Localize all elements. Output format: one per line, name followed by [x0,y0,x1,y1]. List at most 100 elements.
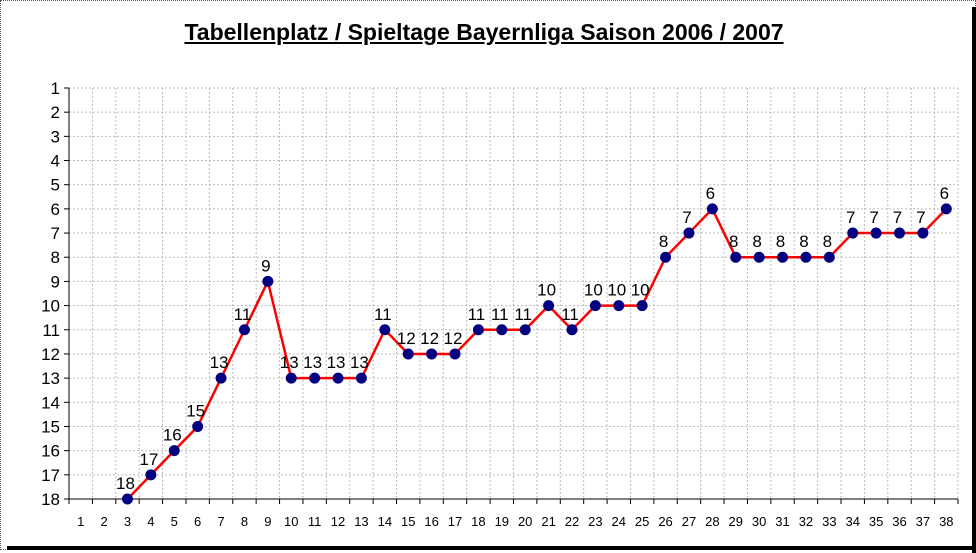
x-tick-label: 1 [77,514,84,529]
data-label: 13 [210,353,229,372]
data-label: 13 [303,353,322,372]
x-tick-label: 37 [916,514,930,529]
y-tick-label: 9 [51,272,60,291]
y-tick-label: 1 [51,79,60,98]
x-tick-label: 6 [194,514,201,529]
data-point [145,469,157,481]
data-point [192,420,204,432]
y-tick-label: 3 [51,127,60,146]
x-tick-label: 2 [100,514,107,529]
x-tick-label: 4 [147,514,154,529]
y-tick-label: 16 [41,442,60,461]
x-tick-label: 35 [869,514,883,529]
data-label: 11 [234,305,252,324]
y-tick-label: 17 [41,466,60,485]
data-point [566,324,578,336]
y-tick-label: 8 [51,248,60,267]
x-tick-label: 11 [308,514,322,529]
x-tick-label: 22 [565,514,579,529]
x-tick-label: 33 [822,514,836,529]
x-tick-label: 10 [284,514,298,529]
data-label: 6 [940,184,949,203]
x-tick-label: 16 [424,514,438,529]
data-label: 8 [752,232,761,251]
data-point [402,348,414,360]
data-label: 6 [706,184,715,203]
x-tick-label: 18 [471,514,485,529]
data-point [519,324,531,336]
x-tick-label: 13 [354,514,368,529]
data-point [870,227,882,239]
x-tick-label: 23 [588,514,602,529]
data-label: 12 [444,329,463,348]
x-tick-label: 32 [799,514,813,529]
data-label: 11 [491,305,509,324]
data-label: 8 [799,232,808,251]
x-tick-label: 19 [495,514,509,529]
data-point [309,372,321,384]
data-point [215,372,227,384]
data-point [121,493,133,505]
x-tick-label: 26 [658,514,672,529]
data-point [753,251,765,263]
data-point [683,227,695,239]
data-label: 17 [139,450,158,469]
x-tick-label: 7 [217,514,224,529]
x-tick-label: 25 [635,514,649,529]
data-point [613,300,625,312]
x-tick-label: 29 [729,514,743,529]
data-point [168,445,180,457]
data-point [543,300,555,312]
data-label: 16 [163,426,182,445]
data-point [894,227,906,239]
data-label: 10 [631,281,650,300]
x-tick-label: 12 [331,514,345,529]
data-label: 10 [607,281,626,300]
data-point [730,251,742,263]
data-point [940,203,952,215]
x-tick-label: 38 [939,514,953,529]
y-tick-label: 5 [51,176,60,195]
data-point [660,251,672,263]
data-label: 13 [327,353,346,372]
y-tick-label: 15 [41,417,60,436]
data-point [800,251,812,263]
data-label: 10 [537,281,556,300]
data-point [449,348,461,360]
data-point [917,227,929,239]
data-label: 8 [729,232,738,251]
data-point [262,275,274,287]
data-label: 7 [869,208,878,227]
data-point [355,372,367,384]
y-tick-label: 11 [42,321,60,340]
data-label: 12 [397,329,416,348]
data-label: 8 [659,232,668,251]
data-label: 8 [776,232,785,251]
data-point [847,227,859,239]
data-point [379,324,391,336]
data-label: 18 [116,474,135,493]
x-tick-label: 34 [845,514,859,529]
y-tick-label: 4 [51,152,60,171]
data-label: 13 [280,353,299,372]
data-label: 15 [186,401,205,420]
x-tick-label: 30 [752,514,766,529]
data-label: 11 [468,305,486,324]
data-point [777,251,789,263]
data-label: 12 [420,329,439,348]
data-label: 7 [846,208,855,227]
x-tick-label: 24 [612,514,626,529]
x-tick-label: 28 [705,514,719,529]
data-label: 11 [514,305,532,324]
data-label: 10 [584,281,603,300]
x-tick-label: 3 [124,514,131,529]
data-label: 13 [350,353,369,372]
data-label: 7 [893,208,902,227]
y-tick-label: 10 [41,297,60,316]
x-tick-label: 20 [518,514,532,529]
data-label: 11 [374,305,392,324]
y-tick-label: 2 [51,103,60,122]
y-tick-label: 6 [51,200,60,219]
